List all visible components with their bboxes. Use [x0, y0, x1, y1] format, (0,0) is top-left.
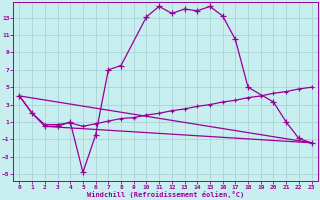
- X-axis label: Windchill (Refroidissement éolien,°C): Windchill (Refroidissement éolien,°C): [87, 191, 244, 198]
